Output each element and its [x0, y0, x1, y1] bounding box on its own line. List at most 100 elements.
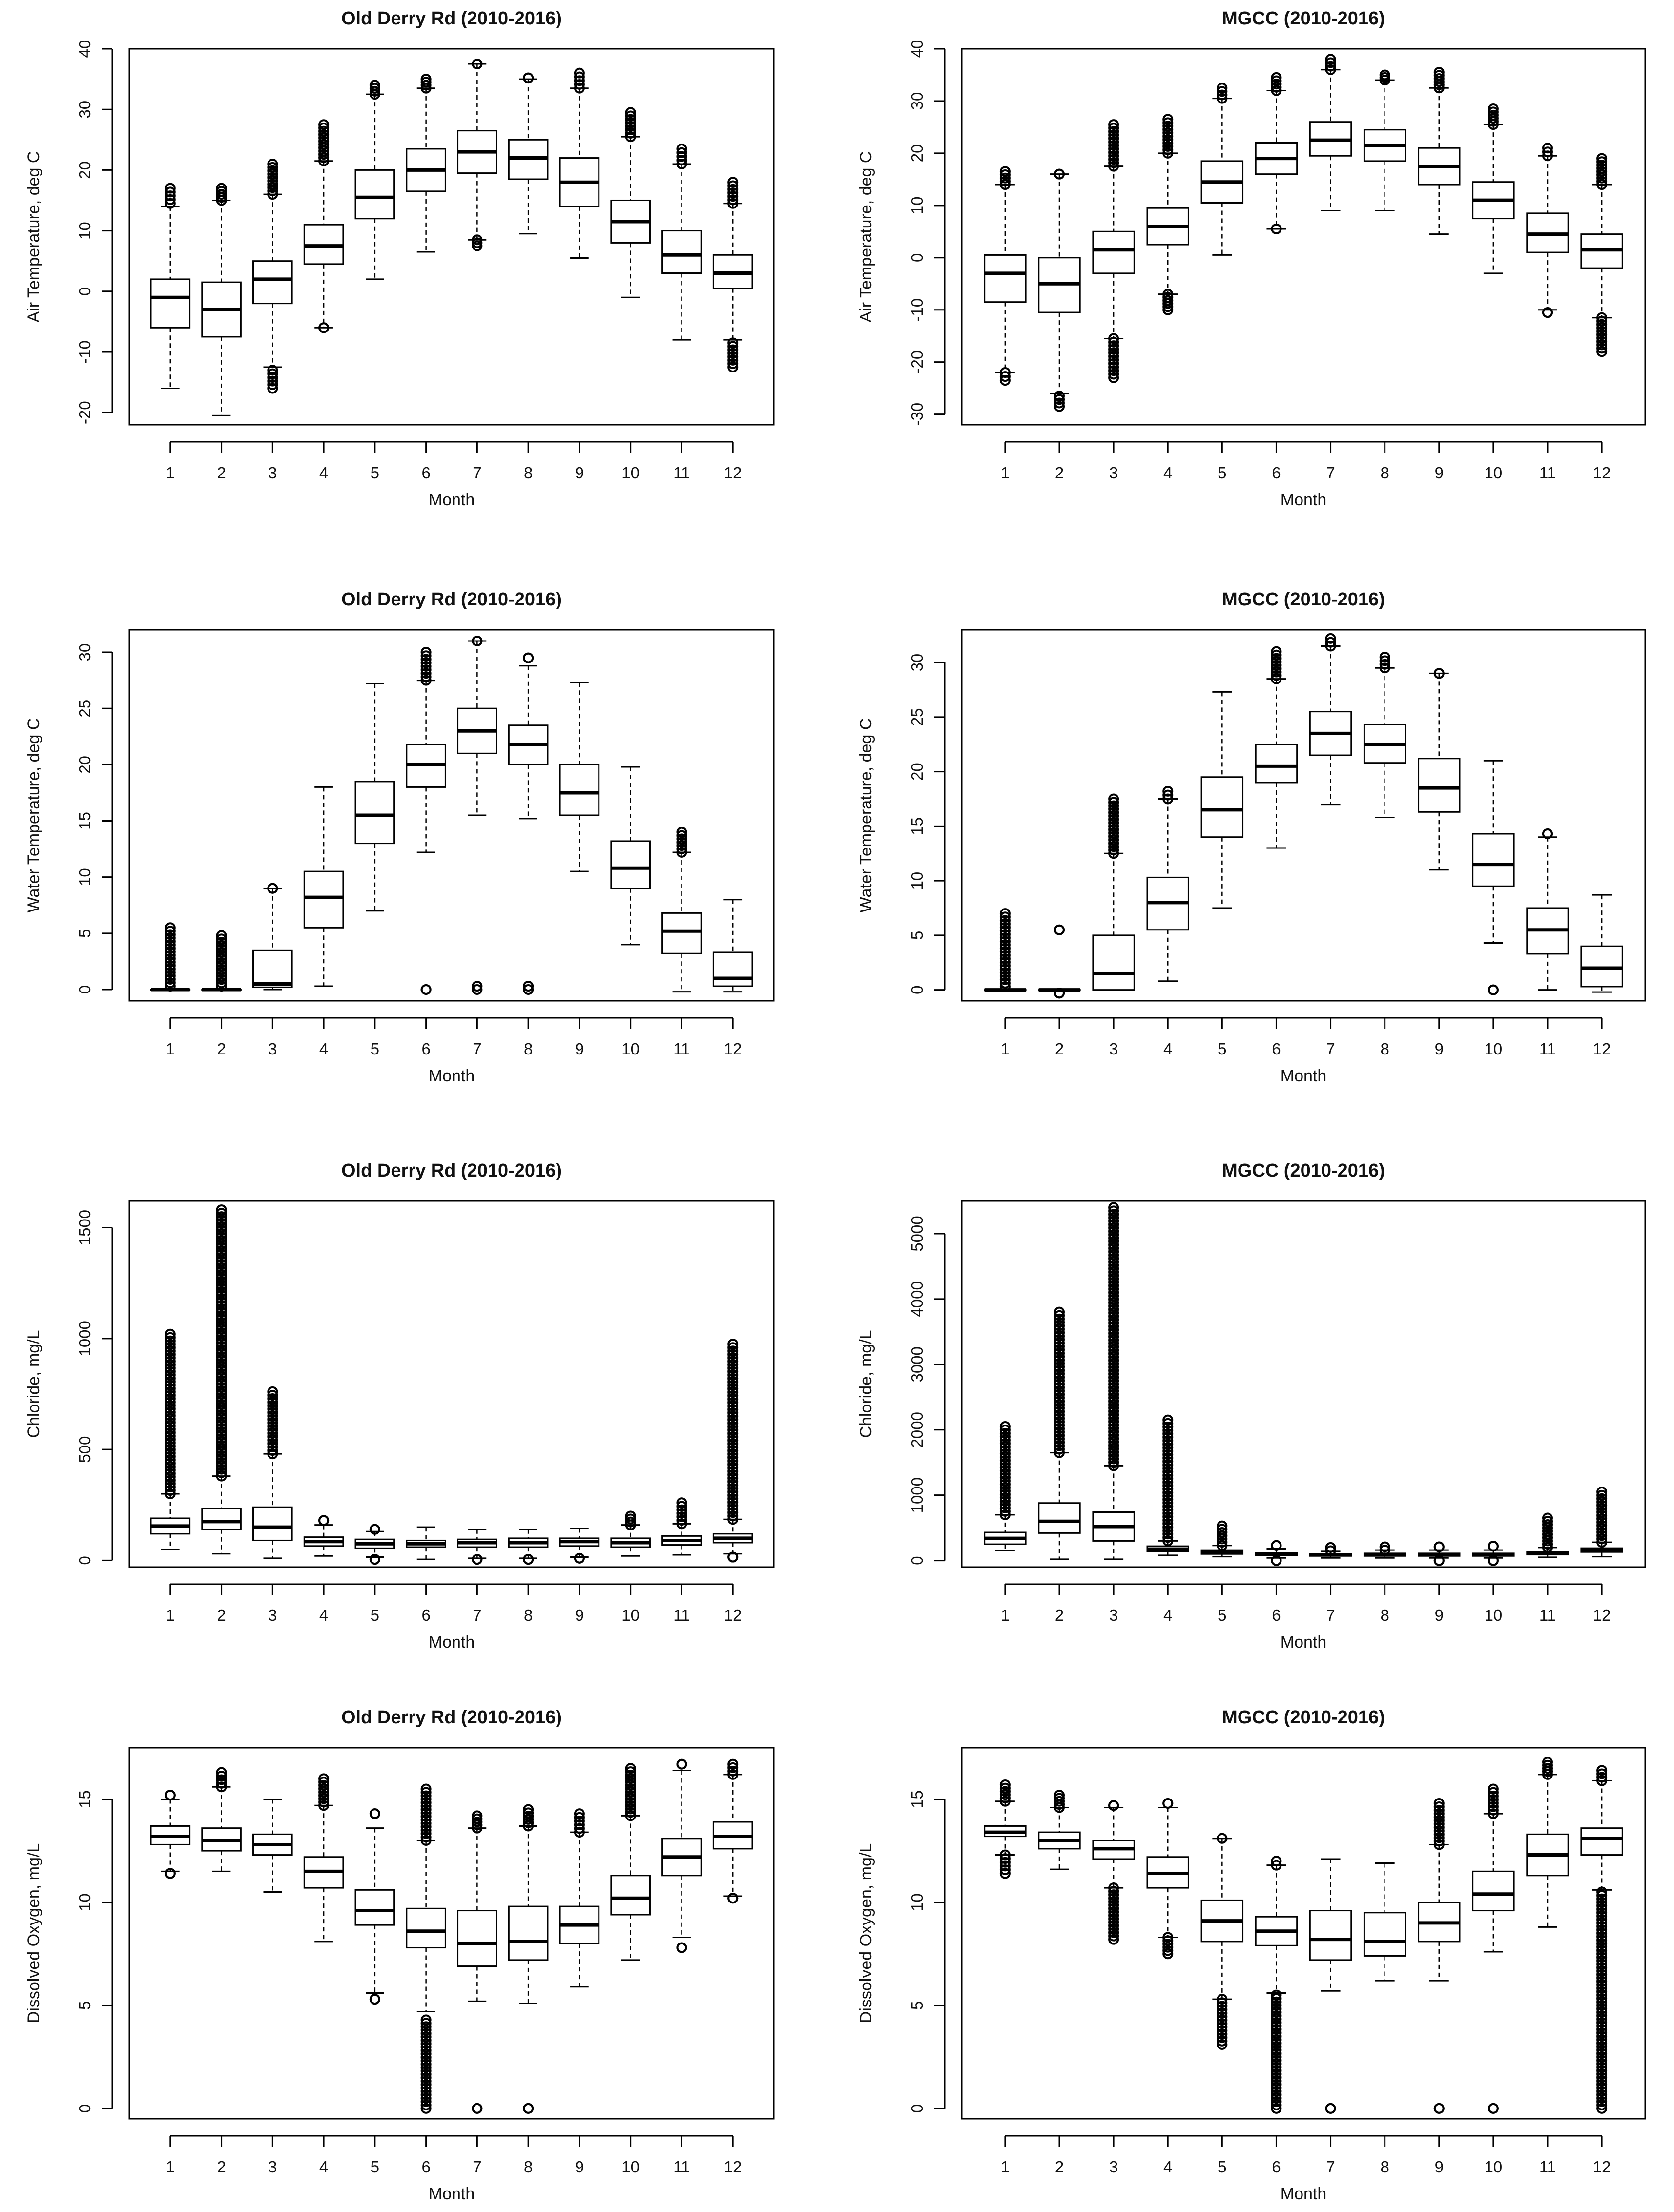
outlier-point	[216, 1395, 227, 1406]
outlier-point	[1108, 344, 1119, 355]
outlier-point	[1596, 1527, 1608, 1538]
outlier-point	[1325, 641, 1336, 652]
outlier-point	[1433, 1825, 1445, 1837]
outlier-point	[165, 1349, 176, 1360]
x-tick-label: 11	[673, 2158, 690, 2176]
outlier-point	[420, 1794, 432, 1805]
outlier-point	[165, 1369, 176, 1381]
outlier-point	[1271, 649, 1282, 661]
outlier-point	[1108, 1253, 1119, 1264]
outlier-point	[420, 1800, 432, 1812]
outlier-point	[1108, 347, 1119, 358]
outlier-point	[625, 127, 636, 139]
outlier-point	[420, 671, 432, 682]
outlier-point	[1108, 340, 1119, 351]
outlier-point	[999, 1458, 1011, 1469]
outlier-point	[727, 177, 739, 188]
outlier-point	[1271, 1989, 1282, 2001]
x-tick-label: 1	[1001, 2158, 1010, 2176]
outlier-point	[420, 2055, 432, 2067]
outlier-point	[216, 1443, 227, 1454]
outlier-point	[318, 145, 330, 157]
outlier-point	[216, 1392, 227, 1403]
outlier-point	[1108, 1460, 1119, 1471]
outlier-point	[1596, 2092, 1608, 2104]
outlier-point	[999, 1425, 1011, 1436]
outlier-point	[1271, 2082, 1282, 2093]
outlier-point	[1108, 1917, 1119, 1928]
outlier-point	[1162, 147, 1174, 159]
outlier-point	[1108, 1358, 1119, 1369]
outlier-point	[1108, 1409, 1119, 1420]
outlier-point	[1162, 1480, 1174, 1491]
x-tick-label: 11	[1539, 2158, 1556, 2176]
outlier-point	[1108, 1920, 1119, 1931]
outlier-point	[1488, 1808, 1499, 1819]
outlier-point	[1054, 1341, 1065, 1352]
y-tick-label: -20	[76, 401, 94, 424]
outlier-point	[420, 1787, 432, 1798]
outlier-point	[216, 1464, 227, 1475]
outlier-point	[727, 194, 739, 206]
outlier-point	[727, 1893, 739, 1904]
outlier-point	[1054, 1793, 1065, 1804]
outlier-point	[523, 984, 534, 995]
outlier-point	[1271, 2103, 1282, 2114]
outlier-point	[216, 1310, 227, 1321]
outlier-point	[1271, 75, 1282, 86]
outlier-point	[1108, 1436, 1119, 1447]
outlier-point	[369, 1524, 380, 1535]
x-tick-label: 3	[268, 1606, 277, 1624]
outlier-point	[165, 970, 176, 981]
outlier-point	[165, 190, 176, 202]
outlier-point	[1271, 1555, 1282, 1566]
outlier-point	[1162, 292, 1174, 303]
outlier-point	[676, 830, 687, 841]
outlier-point	[625, 107, 636, 118]
outlier-point	[165, 967, 176, 978]
outlier-point	[1054, 1440, 1065, 1451]
outlier-point	[267, 1442, 278, 1453]
outlier-point	[1108, 1327, 1119, 1339]
outlier-point	[1108, 1338, 1119, 1349]
outlier-point	[216, 1375, 227, 1386]
x-tick-label: 12	[1593, 2158, 1611, 2176]
outlier-point	[1162, 114, 1174, 125]
outlier-point	[165, 1345, 176, 1357]
outlier-point	[1488, 1790, 1499, 1801]
outlier-point	[1162, 1435, 1174, 1447]
plot-frame	[961, 1747, 1646, 2120]
outlier-point	[1108, 351, 1119, 362]
outlier-point	[1108, 1301, 1119, 1312]
outlier-point	[999, 911, 1011, 923]
outlier-point	[1596, 1965, 1608, 1977]
outlier-point	[1108, 1311, 1119, 1322]
outlier-point	[1433, 1822, 1445, 1833]
outlier-point	[1108, 1403, 1119, 1414]
outlier-point	[1108, 161, 1119, 172]
outlier-point	[1325, 637, 1336, 648]
outlier-point	[216, 1249, 227, 1260]
y-tick-label: 30	[908, 654, 926, 672]
y-tick-label: 0	[908, 2104, 926, 2113]
outlier-point	[1108, 126, 1119, 137]
outlier-point	[1108, 831, 1119, 842]
x-tick-label: 9	[1435, 2158, 1444, 2176]
outlier-point	[1054, 1423, 1065, 1434]
outlier-point	[1054, 1382, 1065, 1393]
outlier-point	[216, 1412, 227, 1424]
outlier-point	[420, 2031, 432, 2043]
outlier-point	[1596, 1900, 1608, 1911]
outlier-point	[999, 1479, 1011, 1490]
outlier-point	[574, 1819, 585, 1830]
outlier-point	[1488, 103, 1499, 114]
outlier-point	[625, 121, 636, 132]
outlier-point	[999, 957, 1011, 968]
outlier-point	[1596, 1520, 1608, 1531]
outlier-point	[420, 1818, 432, 1829]
x-tick-label: 3	[1109, 1606, 1118, 1624]
outlier-point	[999, 1782, 1011, 1794]
outlier-point	[625, 1779, 636, 1791]
outlier-point	[216, 1225, 227, 1236]
outlier-point	[999, 1489, 1011, 1500]
